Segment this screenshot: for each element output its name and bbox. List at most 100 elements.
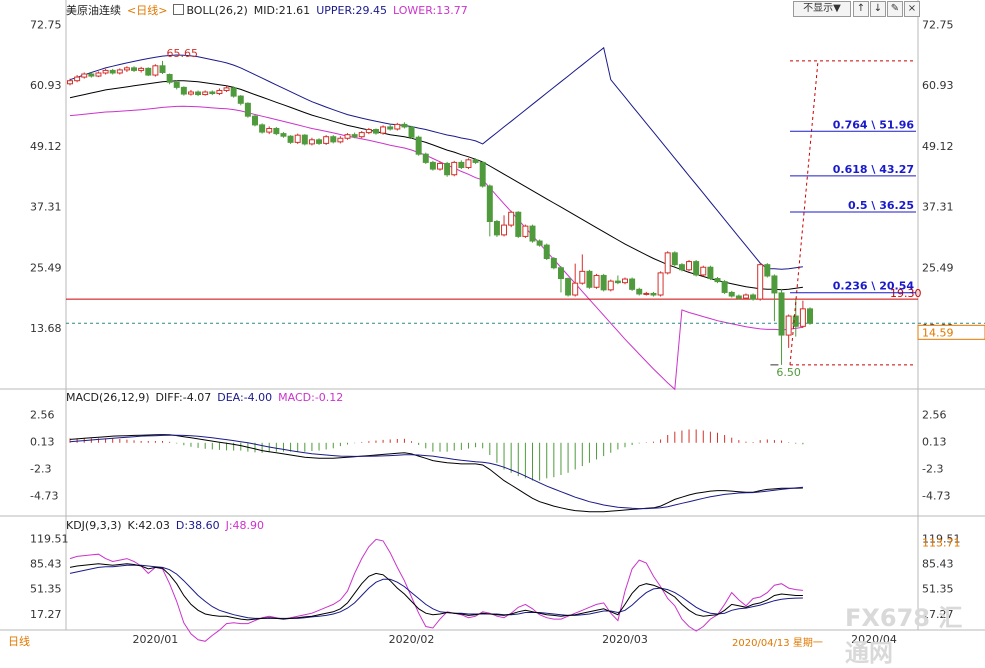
- candle-body: [757, 264, 764, 300]
- candle-body: [678, 264, 685, 271]
- candle-body: [152, 65, 159, 76]
- candle-body: [671, 252, 678, 266]
- candle-body: [607, 280, 614, 291]
- macd-diff-line: [69, 434, 803, 513]
- candle-body: [180, 86, 187, 95]
- candle-body: [465, 159, 472, 169]
- candle-body: [686, 261, 693, 271]
- candle-body: [344, 134, 351, 139]
- candle-body: [586, 270, 593, 288]
- boll-upper-line: [69, 46, 803, 270]
- current-price-box: [917, 324, 985, 340]
- price-tick-label-right: 60.93: [922, 79, 954, 92]
- macd-value: MACD:-0.12: [278, 391, 344, 404]
- macd-tick-label-right: -4.73: [922, 489, 950, 502]
- period-footer-label[interactable]: 日线: [8, 635, 30, 648]
- fib-diagonal: [789, 60, 819, 365]
- close-button[interactable]: ×: [904, 1, 920, 17]
- candle-body: [778, 292, 785, 336]
- candle-body: [437, 162, 443, 170]
- down-arrow-button[interactable]: ↓: [870, 1, 886, 17]
- candle-body: [173, 81, 180, 88]
- candle-body: [721, 281, 728, 293]
- candle-body: [166, 74, 173, 83]
- candle-body: [643, 292, 650, 295]
- date-tick-label: 2020/02: [389, 633, 435, 646]
- candle-body: [415, 136, 422, 155]
- candle-body: [572, 282, 579, 296]
- high-annotation: 65.65: [167, 47, 199, 60]
- macd-tick-label-right: -2.3: [922, 462, 943, 475]
- candle-body: [202, 91, 209, 96]
- kdj-tick-label-left: 17.27: [30, 608, 62, 621]
- candle-body: [380, 126, 387, 134]
- kdj-header: KDJ(9,3,3) K:42.03 D:38.60 J:48.90: [66, 519, 270, 532]
- price-tick-label-left: 60.93: [30, 79, 62, 92]
- candle-body: [508, 211, 515, 226]
- kdj-tick-label-right: 85.43: [922, 557, 954, 570]
- up-arrow-button[interactable]: ↑: [853, 1, 869, 17]
- kdj-name: KDJ(9,3,3): [66, 519, 122, 532]
- candle-body: [614, 280, 621, 284]
- candle-body: [458, 161, 465, 169]
- candle-body: [401, 123, 408, 128]
- candle-body: [95, 72, 102, 77]
- candle-body: [223, 87, 230, 91]
- boll-icon: [173, 4, 185, 15]
- boll-lower: LOWER:13.77: [392, 4, 468, 17]
- candle-body: [145, 67, 152, 76]
- low-annotation: 6.50: [776, 366, 801, 379]
- candle-body: [600, 274, 607, 291]
- macd-tick-label-right: 2.56: [922, 408, 947, 421]
- candle-body: [785, 315, 792, 336]
- period-label[interactable]: <日线>: [127, 4, 168, 17]
- candle-body: [664, 252, 671, 274]
- price-tick-label-left: 49.12: [30, 140, 62, 153]
- macd-tick-label-left: -2.3: [30, 462, 51, 475]
- candle-body: [472, 159, 479, 163]
- candle-body: [629, 278, 636, 290]
- boll-lower-line: [69, 105, 803, 391]
- candle-body: [700, 266, 707, 276]
- candle-body: [557, 267, 564, 280]
- watermark: FX678 汇通网: [845, 604, 963, 667]
- candle-body: [735, 295, 742, 299]
- macd-tick-label-left: -4.73: [30, 489, 58, 502]
- candle-body: [444, 162, 451, 176]
- candle-body: [280, 133, 287, 137]
- candle-body: [493, 221, 500, 236]
- boll-mid: MID:21.61: [253, 4, 311, 17]
- candle-body: [195, 91, 202, 96]
- kdj-k-line: [69, 563, 803, 621]
- kdj-k: K:42.03: [127, 519, 170, 532]
- macd-tick-label-right: 0.13: [922, 435, 947, 448]
- date-tick-label: 2020/01: [133, 633, 179, 646]
- fib-level-label: 0.618 \ 43.27: [833, 163, 914, 176]
- candle-body: [244, 102, 251, 117]
- candle-body: [109, 69, 116, 74]
- candle-body: [622, 278, 628, 284]
- candle-body: [81, 73, 88, 78]
- candle-body: [330, 136, 337, 143]
- candle-body: [372, 129, 379, 134]
- candle-body: [387, 126, 394, 130]
- candle-body: [636, 288, 643, 295]
- kdj-j-line: [69, 538, 803, 642]
- candle-body: [209, 91, 216, 95]
- candle-body: [266, 127, 273, 133]
- settings-button[interactable]: ✎: [887, 1, 903, 17]
- candle-body: [792, 315, 799, 327]
- hide-dropdown-button[interactable]: 不显示▼: [793, 1, 851, 17]
- price-tick-label-left: 37.31: [30, 201, 62, 214]
- macd-header: MACD(26,12,9) DIFF:-4.07 DEA:-4.00 MACD:-0.…: [66, 391, 349, 404]
- price-tick-label-right: 72.75: [922, 18, 954, 31]
- boll-upper: UPPER:29.45: [316, 4, 387, 17]
- macd-dea-line: [69, 434, 803, 510]
- candle-body: [429, 161, 436, 170]
- kdj-d: D:38.60: [175, 519, 220, 532]
- candle-body: [764, 264, 771, 277]
- main-header: 美原油连续 <日线> BOLL(26,2) MID:21.61 UPPER:29.45 L…: [66, 2, 474, 18]
- candle-body: [337, 137, 344, 143]
- cursor-date-label: 2020/04/13 星期一: [732, 638, 823, 649]
- macd-name: MACD(26,12,9): [66, 391, 150, 404]
